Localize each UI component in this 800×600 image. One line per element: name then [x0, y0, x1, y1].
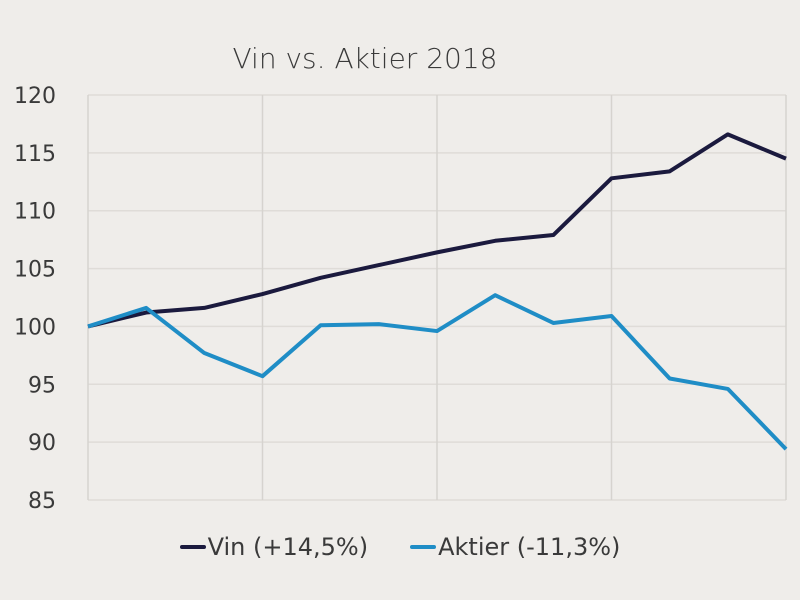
y-tick-label: 95	[28, 373, 56, 398]
y-tick-label: 100	[14, 315, 56, 340]
chart-title: Vin vs. Aktier 2018	[232, 42, 498, 75]
legend-swatch	[410, 545, 437, 549]
legend-item-aktier: Aktier (-11,3%)	[410, 533, 620, 561]
series-line-aktier	[87, 293, 788, 451]
y-tick-label: 105	[14, 258, 56, 283]
series-line-vin	[87, 132, 787, 329]
legend-label: Aktier (-11,3%)	[438, 533, 621, 561]
y-tick-label: 85	[28, 489, 56, 514]
y-tick-label: 90	[28, 431, 56, 456]
y-tick-label: 120	[14, 84, 56, 109]
y-tick-label: 115	[14, 142, 56, 167]
legend-item-vin: Vin (+14,5%)	[179, 533, 369, 561]
legend-swatch	[179, 545, 206, 549]
y-tick-label: 110	[14, 200, 56, 225]
legend: Vin (+14,5%) Aktier (-11,3%)	[0, 533, 800, 561]
legend-label: Vin (+14,5%)	[207, 533, 369, 561]
